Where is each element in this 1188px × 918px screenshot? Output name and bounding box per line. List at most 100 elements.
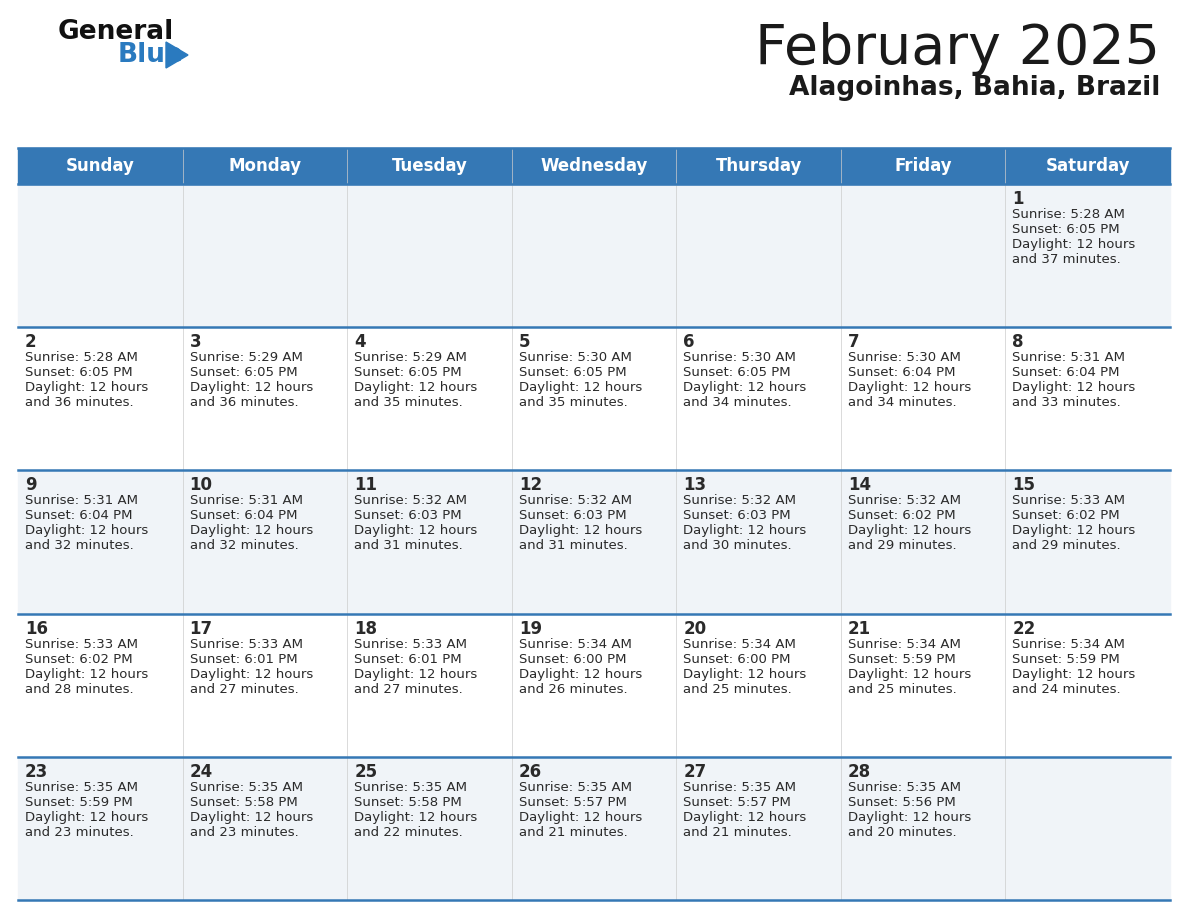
Text: Sunset: 5:58 PM: Sunset: 5:58 PM <box>354 796 462 809</box>
Text: and 23 minutes.: and 23 minutes. <box>190 826 298 839</box>
Text: General: General <box>58 19 175 45</box>
Text: Sunrise: 5:31 AM: Sunrise: 5:31 AM <box>1012 352 1125 364</box>
Text: and 35 minutes.: and 35 minutes. <box>519 397 627 409</box>
Text: Sunset: 6:04 PM: Sunset: 6:04 PM <box>1012 366 1120 379</box>
Text: Sunrise: 5:31 AM: Sunrise: 5:31 AM <box>25 495 138 508</box>
Text: and 36 minutes.: and 36 minutes. <box>25 397 133 409</box>
Text: Daylight: 12 hours: Daylight: 12 hours <box>683 381 807 394</box>
Text: 27: 27 <box>683 763 707 781</box>
Text: and 24 minutes.: and 24 minutes. <box>1012 683 1121 696</box>
Text: Daylight: 12 hours: Daylight: 12 hours <box>190 811 312 823</box>
Text: 7: 7 <box>848 333 859 352</box>
Text: Alagoinhas, Bahia, Brazil: Alagoinhas, Bahia, Brazil <box>789 75 1159 101</box>
Text: Sunrise: 5:30 AM: Sunrise: 5:30 AM <box>848 352 961 364</box>
Text: 2: 2 <box>25 333 37 352</box>
Text: Daylight: 12 hours: Daylight: 12 hours <box>848 667 971 680</box>
Text: and 34 minutes.: and 34 minutes. <box>683 397 792 409</box>
Text: 19: 19 <box>519 620 542 638</box>
Text: Daylight: 12 hours: Daylight: 12 hours <box>848 811 971 823</box>
Text: Daylight: 12 hours: Daylight: 12 hours <box>25 811 148 823</box>
Text: Daylight: 12 hours: Daylight: 12 hours <box>1012 524 1136 537</box>
Text: Daylight: 12 hours: Daylight: 12 hours <box>1012 667 1136 680</box>
Text: Daylight: 12 hours: Daylight: 12 hours <box>354 381 478 394</box>
Text: 26: 26 <box>519 763 542 781</box>
Text: Sunrise: 5:32 AM: Sunrise: 5:32 AM <box>848 495 961 508</box>
Text: Sunset: 5:59 PM: Sunset: 5:59 PM <box>25 796 133 809</box>
Text: Daylight: 12 hours: Daylight: 12 hours <box>25 381 148 394</box>
Text: Daylight: 12 hours: Daylight: 12 hours <box>848 524 971 537</box>
Text: Sunset: 6:05 PM: Sunset: 6:05 PM <box>1012 223 1120 236</box>
Text: Sunrise: 5:34 AM: Sunrise: 5:34 AM <box>683 638 796 651</box>
Text: Sunset: 6:05 PM: Sunset: 6:05 PM <box>683 366 791 379</box>
Text: 22: 22 <box>1012 620 1036 638</box>
Text: 6: 6 <box>683 333 695 352</box>
Text: and 33 minutes.: and 33 minutes. <box>1012 397 1121 409</box>
Text: 10: 10 <box>190 476 213 495</box>
Text: Daylight: 12 hours: Daylight: 12 hours <box>683 811 807 823</box>
Bar <box>18 470 1170 613</box>
Text: Tuesday: Tuesday <box>392 157 467 175</box>
Text: Sunrise: 5:33 AM: Sunrise: 5:33 AM <box>190 638 303 651</box>
Text: 11: 11 <box>354 476 377 495</box>
Text: Sunset: 6:02 PM: Sunset: 6:02 PM <box>848 509 955 522</box>
Text: Sunrise: 5:32 AM: Sunrise: 5:32 AM <box>354 495 467 508</box>
Text: Sunset: 6:01 PM: Sunset: 6:01 PM <box>354 653 462 666</box>
Text: and 25 minutes.: and 25 minutes. <box>848 683 956 696</box>
Text: Sunset: 6:04 PM: Sunset: 6:04 PM <box>25 509 133 522</box>
Text: Sunrise: 5:35 AM: Sunrise: 5:35 AM <box>683 781 796 794</box>
Text: 16: 16 <box>25 620 48 638</box>
Text: Sunrise: 5:30 AM: Sunrise: 5:30 AM <box>519 352 632 364</box>
Text: 28: 28 <box>848 763 871 781</box>
Text: Sunset: 6:00 PM: Sunset: 6:00 PM <box>519 653 626 666</box>
Text: 14: 14 <box>848 476 871 495</box>
Text: Sunset: 5:57 PM: Sunset: 5:57 PM <box>519 796 626 809</box>
Text: 17: 17 <box>190 620 213 638</box>
Text: Sunset: 6:02 PM: Sunset: 6:02 PM <box>25 653 133 666</box>
Text: 4: 4 <box>354 333 366 352</box>
Text: and 20 minutes.: and 20 minutes. <box>848 826 956 839</box>
Text: Wednesday: Wednesday <box>541 157 647 175</box>
Text: Sunrise: 5:29 AM: Sunrise: 5:29 AM <box>190 352 303 364</box>
Text: and 32 minutes.: and 32 minutes. <box>25 540 134 553</box>
Text: Sunset: 6:04 PM: Sunset: 6:04 PM <box>848 366 955 379</box>
Text: Sunday: Sunday <box>65 157 134 175</box>
Text: Sunrise: 5:34 AM: Sunrise: 5:34 AM <box>848 638 961 651</box>
Text: 3: 3 <box>190 333 201 352</box>
Text: and 22 minutes.: and 22 minutes. <box>354 826 463 839</box>
Text: and 29 minutes.: and 29 minutes. <box>1012 540 1121 553</box>
Text: Sunrise: 5:29 AM: Sunrise: 5:29 AM <box>354 352 467 364</box>
Text: Sunrise: 5:32 AM: Sunrise: 5:32 AM <box>519 495 632 508</box>
Text: Sunset: 6:04 PM: Sunset: 6:04 PM <box>190 509 297 522</box>
Text: 25: 25 <box>354 763 378 781</box>
Text: Sunset: 6:03 PM: Sunset: 6:03 PM <box>683 509 791 522</box>
Text: Daylight: 12 hours: Daylight: 12 hours <box>354 811 478 823</box>
Text: Monday: Monday <box>228 157 302 175</box>
Text: 23: 23 <box>25 763 49 781</box>
Text: Daylight: 12 hours: Daylight: 12 hours <box>519 811 642 823</box>
Text: and 31 minutes.: and 31 minutes. <box>519 540 627 553</box>
Text: and 34 minutes.: and 34 minutes. <box>848 397 956 409</box>
Text: Daylight: 12 hours: Daylight: 12 hours <box>354 667 478 680</box>
Text: and 36 minutes.: and 36 minutes. <box>190 397 298 409</box>
Text: Blue: Blue <box>118 42 184 68</box>
Text: and 21 minutes.: and 21 minutes. <box>519 826 627 839</box>
Text: and 27 minutes.: and 27 minutes. <box>190 683 298 696</box>
Text: Sunset: 6:02 PM: Sunset: 6:02 PM <box>1012 509 1120 522</box>
Text: Sunrise: 5:35 AM: Sunrise: 5:35 AM <box>519 781 632 794</box>
Text: Sunset: 6:05 PM: Sunset: 6:05 PM <box>519 366 626 379</box>
Text: Daylight: 12 hours: Daylight: 12 hours <box>683 524 807 537</box>
Text: and 23 minutes.: and 23 minutes. <box>25 826 134 839</box>
Text: Daylight: 12 hours: Daylight: 12 hours <box>1012 381 1136 394</box>
Bar <box>18 756 1170 900</box>
Text: Sunrise: 5:33 AM: Sunrise: 5:33 AM <box>354 638 467 651</box>
Text: 24: 24 <box>190 763 213 781</box>
Text: Sunset: 6:05 PM: Sunset: 6:05 PM <box>25 366 133 379</box>
Text: Sunrise: 5:35 AM: Sunrise: 5:35 AM <box>25 781 138 794</box>
Text: Daylight: 12 hours: Daylight: 12 hours <box>848 381 971 394</box>
Text: Daylight: 12 hours: Daylight: 12 hours <box>519 524 642 537</box>
Text: and 29 minutes.: and 29 minutes. <box>848 540 956 553</box>
Text: Sunset: 6:05 PM: Sunset: 6:05 PM <box>190 366 297 379</box>
Text: Sunset: 6:03 PM: Sunset: 6:03 PM <box>354 509 462 522</box>
Text: and 28 minutes.: and 28 minutes. <box>25 683 133 696</box>
Text: Sunrise: 5:35 AM: Sunrise: 5:35 AM <box>190 781 303 794</box>
